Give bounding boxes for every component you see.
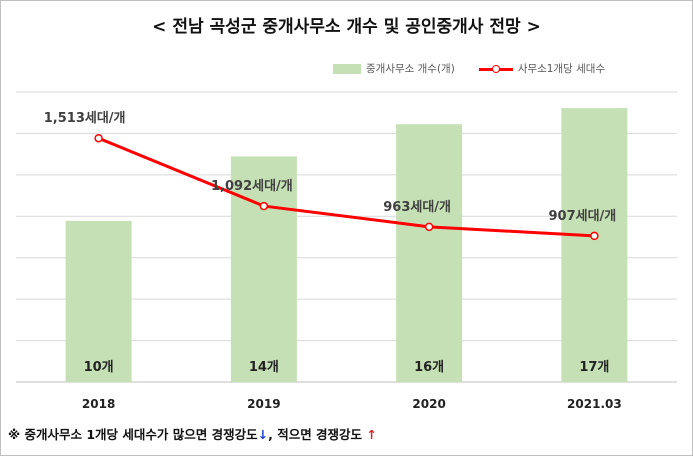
arrow-down-icon: ↓ [257,427,269,442]
legend-item-line: 사무소1개당 세대수 [455,61,605,76]
bar [396,124,463,382]
series-line [98,136,595,238]
bar-data-label: 17개 [579,360,609,375]
line-data-label: 963세대/개 [383,200,451,215]
line-point [590,231,599,241]
legend-bar-swatch [333,63,361,74]
bar-data-label: 14개 [249,360,279,375]
legend-line-label: 사무소1개당 세대수 [517,63,606,75]
line-point [94,133,103,143]
bar [561,108,628,382]
line-data-label: 1,513세대/개 [44,111,126,126]
line-data-label: 1,092세대/개 [211,179,293,194]
bar [230,156,297,382]
bar-data-label: 10개 [84,360,114,375]
line-point [259,201,269,211]
line-data-label: 907세대/개 [548,209,616,224]
x-tick-label: 2020 [412,397,445,411]
legend-item-bar: 중개사무소 개수(개) [333,61,455,76]
chart-title: < 전남 곡성군 중개사무소 개수 및 공인중개사 전망 > [152,17,541,37]
legend-bar-label: 중개사무소 개수(개) [366,63,455,75]
bar-data-label: 16개 [414,360,444,375]
x-tick-label: 2018 [82,397,115,411]
chart-legend: 중개사무소 개수(개) 사무소1개당 세대수 [333,61,605,76]
footnote-text-2: , 적으면 경쟁강도 [268,427,367,442]
arrow-up-icon: ↑ [366,427,377,442]
bar [65,220,132,382]
legend-line-swatch [478,64,513,74]
footnote: ※ 중개사무소 1개당 세대수가 많으면 경쟁강도↓, 적으면 경쟁강도 ↑ [8,424,377,443]
x-tick-label: 2021.03 [567,397,622,411]
x-tick-label: 2019 [247,397,280,411]
footnote-text-1: ※ 중개사무소 1개당 세대수가 많으면 경쟁강도 [8,427,258,442]
line-point [424,222,434,232]
